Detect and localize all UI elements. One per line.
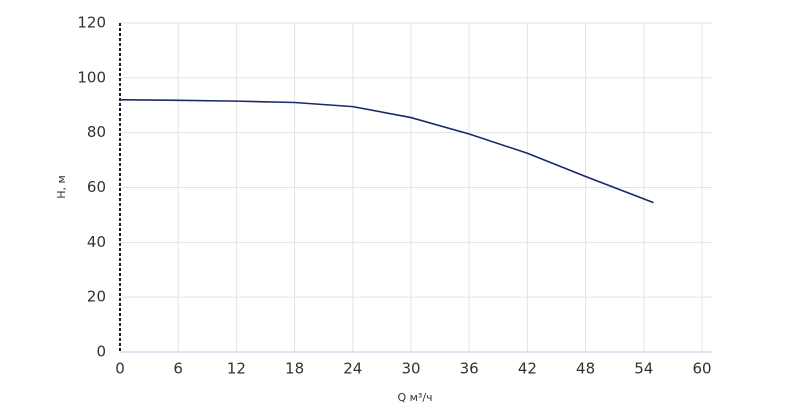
y-tick-label: 20 — [87, 288, 106, 306]
y-tick-label: 40 — [87, 233, 106, 251]
curve — [119, 98, 654, 204]
x-tick-label: 12 — [227, 360, 246, 378]
x-tick-label: 6 — [173, 360, 183, 378]
y-axis-label: H, м — [55, 175, 68, 199]
x-tick-label: 60 — [692, 360, 711, 378]
x-tick-label: 30 — [401, 360, 420, 378]
x-tick-label: 0 — [115, 360, 125, 378]
y-tick-label: 60 — [87, 178, 106, 196]
x-tick-label: 18 — [285, 360, 304, 378]
x-tick-label: 36 — [460, 360, 479, 378]
y-tick-label: 80 — [87, 123, 106, 141]
y-tick-label: 120 — [77, 14, 106, 32]
x-tick-label: 48 — [576, 360, 595, 378]
x-tick-label: 42 — [518, 360, 537, 378]
y-tick-label: 100 — [77, 68, 106, 86]
x-tick-label: 54 — [634, 360, 653, 378]
x-axis-label: Q м³/ч — [397, 391, 432, 404]
y-tick-label: 0 — [96, 343, 106, 361]
x-tick-label: 24 — [343, 360, 362, 378]
